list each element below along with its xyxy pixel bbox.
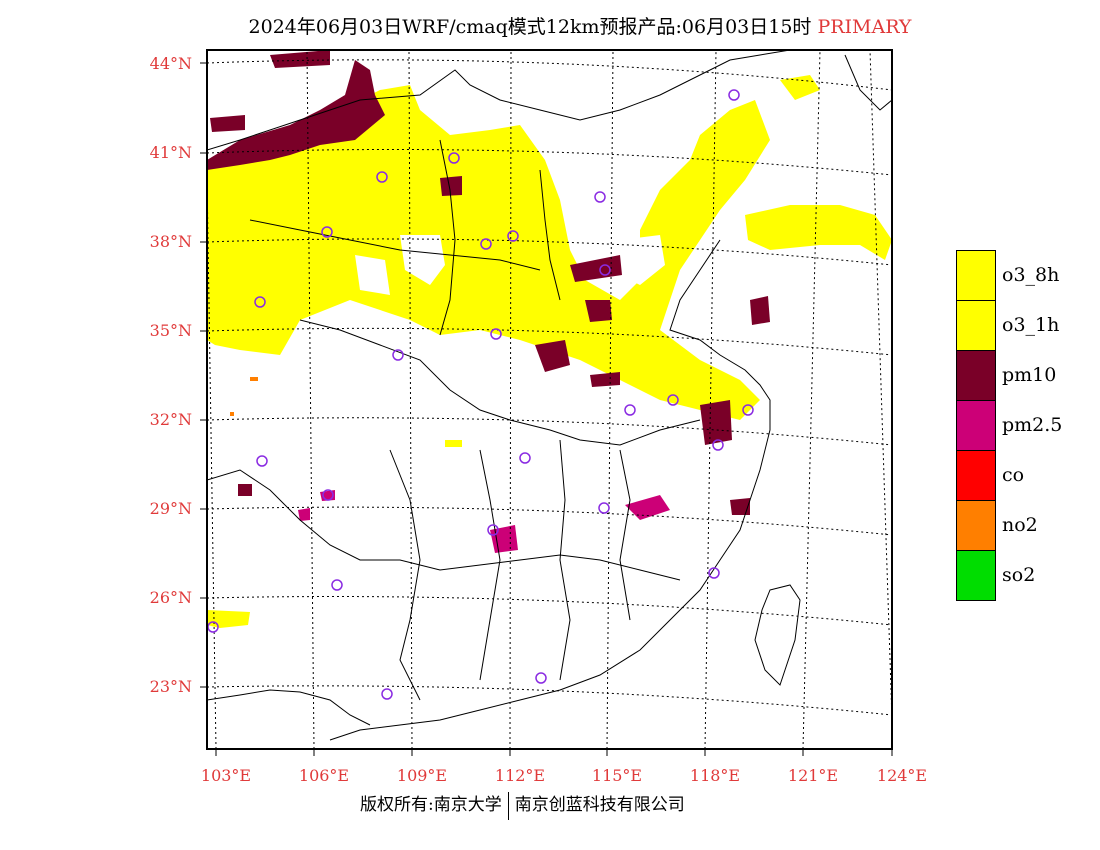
lat-label: 38°N [149,232,192,251]
legend-label: no2 [1002,514,1038,536]
footer-separator [507,791,509,820]
lat-label: 29°N [149,499,192,518]
legend-swatch [956,300,996,351]
map-frame [206,49,893,750]
legend-label: pm2.5 [1002,414,1063,436]
lat-label: 35°N [149,321,192,340]
lon-label: 112°E [494,766,546,785]
legend-swatch [956,550,996,601]
legend-swatch [956,400,996,451]
lon-label: 106°E [298,766,350,785]
lon-label: 124°E [876,766,928,785]
lat-label: 23°N [149,677,192,696]
pm10-regions [207,50,770,515]
legend-swatch [956,450,996,501]
lat-label: 44°N [149,54,192,73]
legend-label: so2 [1002,564,1036,586]
lat-label: 32°N [149,410,192,429]
lat-label: 41°N [149,143,192,162]
lat-label: 26°N [149,588,192,607]
legend-label: co [1002,464,1025,486]
boundaries [207,50,892,741]
o3-regions [207,75,892,628]
legend-swatch [956,500,996,551]
copyright-footer: 版权所有:南京大学 南京创蓝科技有限公司 [360,790,685,820]
axis-ticks [200,62,893,756]
legend-swatch [956,250,996,301]
lon-label: 109°E [396,766,448,785]
lon-label: 115°E [591,766,643,785]
lon-label: 121°E [787,766,839,785]
legend-swatch [956,350,996,401]
footer-left: 版权所有:南京大学 [360,795,502,815]
title-tag: PRIMARY [817,16,912,38]
title-main: 2024年06月03日WRF/cmaq模式12km预报产品:06月03日15时 [248,16,812,38]
lon-label: 118°E [689,766,741,785]
lon-label: 103°E [200,766,252,785]
legend-label: pm10 [1002,364,1057,386]
legend-label: o3_1h [1002,314,1060,336]
legend-label: o3_8h [1002,264,1060,286]
map-title: 2024年06月03日WRF/cmaq模式12km预报产品:06月03日15时 P… [0,12,1100,39]
no2-regions [230,377,258,416]
footer-right: 南京创蓝科技有限公司 [514,795,685,815]
